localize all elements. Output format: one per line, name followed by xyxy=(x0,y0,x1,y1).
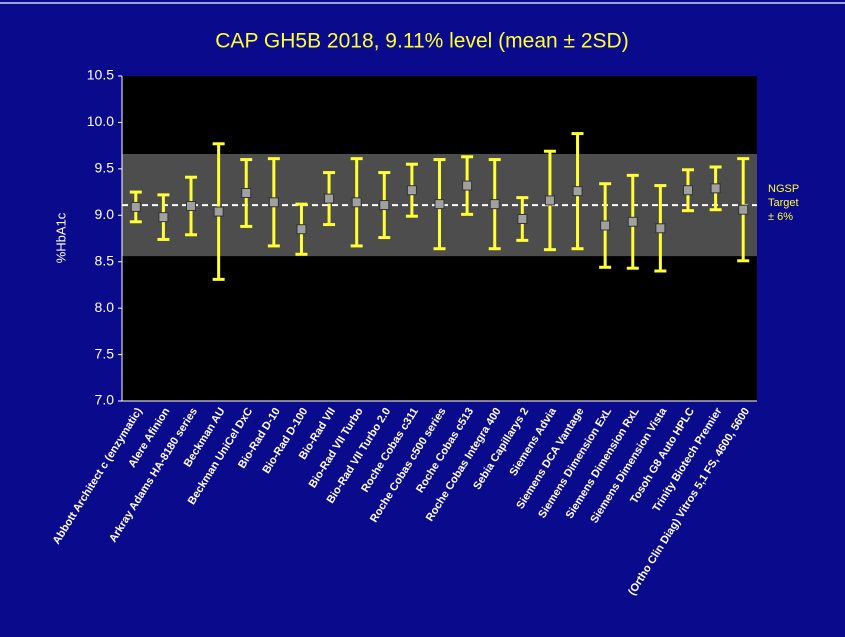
mean-marker xyxy=(241,188,252,198)
mean-marker xyxy=(158,212,169,223)
mean-marker xyxy=(186,201,197,211)
mean-marker xyxy=(268,197,279,208)
mean-marker xyxy=(655,223,666,234)
y-axis-label: %HbA1c xyxy=(53,212,68,263)
annotation: NGSP xyxy=(768,183,799,195)
mean-marker xyxy=(627,216,638,227)
mean-marker xyxy=(544,195,555,206)
mean-marker xyxy=(324,193,335,204)
y-tick-label: 7.5 xyxy=(95,345,115,361)
y-tick-label: 7.0 xyxy=(95,392,115,408)
mean-marker xyxy=(710,183,721,194)
mean-marker xyxy=(489,199,500,210)
mean-marker xyxy=(682,185,693,196)
mean-marker xyxy=(600,220,611,231)
y-tick-label: 10.5 xyxy=(87,67,114,83)
y-tick-label: 9.0 xyxy=(95,206,115,222)
y-tick-label: 10.0 xyxy=(87,113,114,129)
mean-marker xyxy=(406,185,417,196)
annotation: Target xyxy=(768,197,799,209)
mean-marker xyxy=(517,214,528,224)
mean-marker xyxy=(462,180,473,191)
mean-marker xyxy=(296,224,307,235)
annotation: ± 6% xyxy=(768,211,793,223)
mean-marker xyxy=(738,204,749,215)
y-tick-label: 9.5 xyxy=(95,160,115,176)
y-tick-label: 8.5 xyxy=(95,252,115,268)
mean-marker xyxy=(213,206,224,217)
chart-title: CAP GH5B 2018, 9.11% level (mean ± 2SD) xyxy=(215,30,628,53)
mean-marker xyxy=(379,200,390,211)
mean-marker xyxy=(351,197,362,208)
mean-marker xyxy=(572,186,583,197)
y-tick-label: 8.0 xyxy=(95,299,115,315)
mean-marker xyxy=(434,199,445,210)
mean-marker xyxy=(130,201,141,212)
